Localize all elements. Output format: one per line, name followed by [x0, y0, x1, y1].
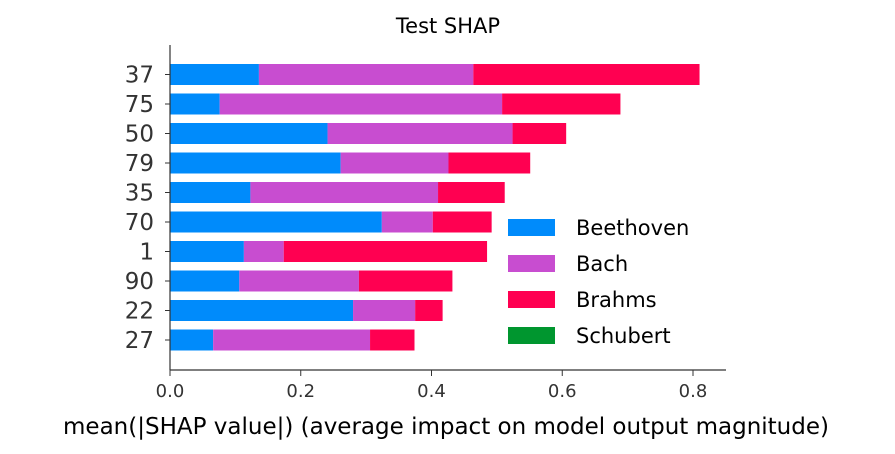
bar-22-beethoven — [170, 300, 354, 321]
legend-swatch-beethoven — [508, 219, 555, 236]
bar-50-brahms — [512, 123, 567, 144]
bar-27-brahms — [370, 329, 415, 351]
x-tick-label: 0.4 — [417, 381, 446, 402]
y-tick-labels: 37 75 50 79 35 70 1 90 22 27 — [125, 63, 170, 354]
bar-group — [170, 64, 700, 351]
bar-1-bach — [243, 241, 284, 262]
bar-90-beethoven — [170, 270, 240, 292]
legend-label-brahms: Brahms — [576, 288, 657, 312]
bar-79-brahms — [448, 152, 531, 174]
bar-79-bach — [340, 152, 449, 174]
bar-70-bach — [381, 211, 433, 233]
x-axis-label: mean(|SHAP value|) (average impact on mo… — [63, 414, 829, 440]
bar-75-beethoven — [170, 93, 220, 115]
x-tick-label: 0.8 — [679, 381, 708, 402]
y-tick-label: 35 — [125, 181, 154, 207]
bar-37-beethoven — [170, 64, 259, 85]
x-tick-label: 0.6 — [548, 381, 577, 402]
y-tick-label: 1 — [139, 240, 154, 266]
x-ticks: 0.0 0.2 0.4 0.6 0.8 — [156, 370, 708, 402]
bar-90-brahms — [358, 270, 453, 292]
bar-50-bach — [327, 123, 513, 144]
x-tick-label: 0.2 — [286, 381, 315, 402]
bar-75-bach — [219, 93, 503, 115]
legend-swatch-bach — [508, 255, 555, 272]
bar-27-beethoven — [170, 329, 214, 351]
y-tick-label: 70 — [125, 210, 154, 236]
legend-swatch-brahms — [508, 291, 555, 308]
bar-70-brahms — [432, 211, 492, 233]
y-tick-label: 37 — [125, 63, 154, 89]
bar-70-beethoven — [170, 211, 382, 233]
bar-37-brahms — [473, 64, 700, 85]
bar-50-beethoven — [170, 123, 328, 144]
y-tick-label: 27 — [125, 328, 154, 354]
bar-79-beethoven — [170, 152, 341, 174]
legend: Beethoven Bach Brahms Schubert — [508, 216, 689, 348]
legend-swatch-schubert — [508, 327, 555, 344]
bar-37-bach — [258, 64, 474, 85]
x-tick-label: 0.0 — [156, 381, 185, 402]
bar-90-bach — [239, 270, 359, 292]
legend-label-schubert: Schubert — [576, 324, 671, 348]
y-tick-label: 50 — [125, 122, 154, 148]
bar-1-beethoven — [170, 241, 244, 262]
bar-75-brahms — [502, 93, 621, 115]
bar-22-brahms — [415, 300, 443, 321]
legend-label-beethoven: Beethoven — [576, 216, 689, 240]
y-tick-label: 75 — [125, 92, 154, 118]
chart-title: Test SHAP — [395, 14, 500, 38]
bar-35-beethoven — [170, 182, 251, 203]
bar-22-bach — [353, 300, 416, 321]
bar-27-bach — [213, 329, 371, 351]
legend-label-bach: Bach — [576, 252, 628, 276]
y-tick-label: 22 — [125, 299, 154, 325]
bar-1-brahms — [283, 241, 488, 262]
y-tick-label: 79 — [125, 151, 154, 177]
bar-35-brahms — [438, 182, 505, 203]
bar-35-bach — [250, 182, 439, 203]
y-tick-label: 90 — [125, 269, 154, 295]
